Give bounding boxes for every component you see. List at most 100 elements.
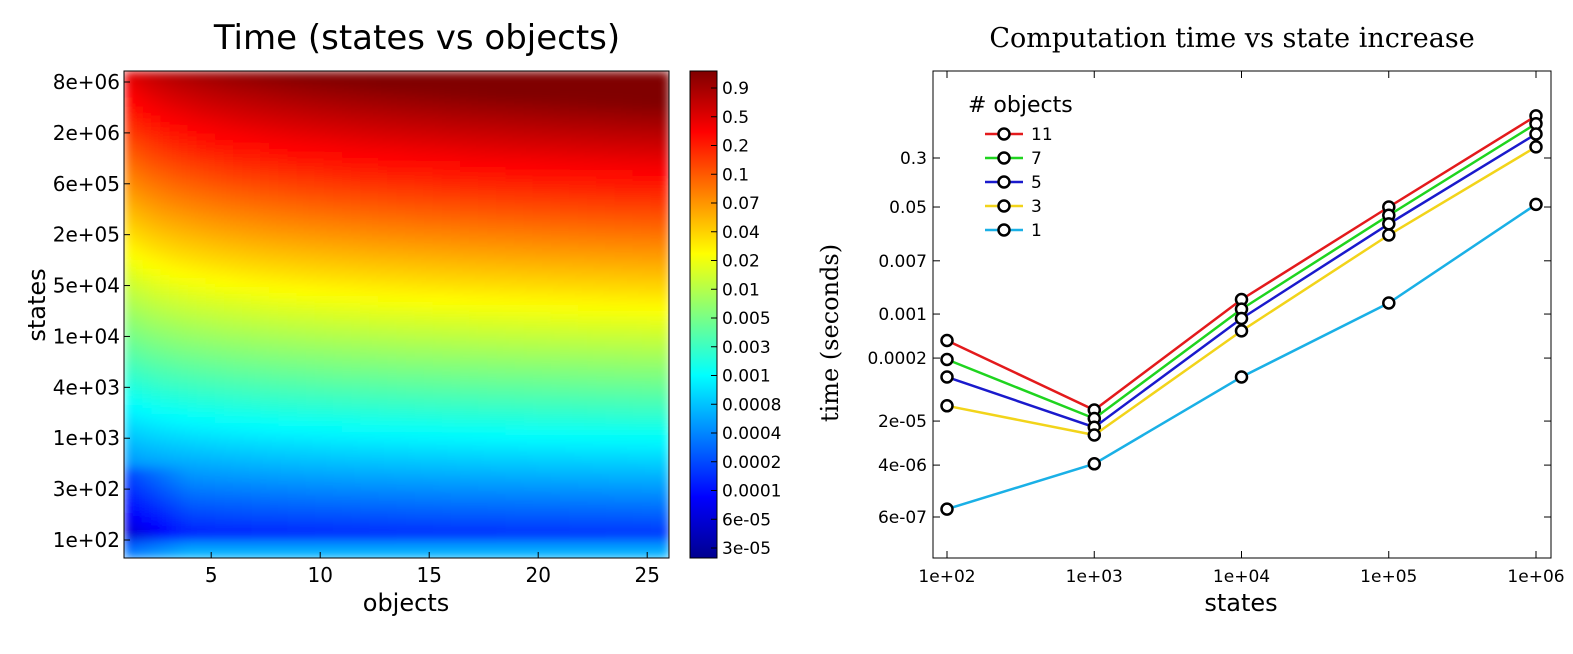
heatmap-cell [523,305,534,316]
heatmap-cell [160,503,171,514]
heatmap-cell [223,89,234,100]
heatmap-cell [441,278,452,289]
heatmap-cell [478,323,489,334]
heatmap-cell [423,143,434,154]
heatmap-cell [505,350,516,361]
heatmap-cell [605,134,616,145]
heatmap-cell [641,269,652,280]
heatmap-cell [323,80,334,91]
heatmap-cell [396,467,407,478]
heatmap-cell [314,521,325,532]
heatmap-cell [396,188,407,199]
heatmap-cell [387,521,398,532]
heatmap-cell [151,323,162,334]
heatmap-cell [387,233,398,244]
heatmap-cell [414,242,425,253]
heatmap-cell [142,413,153,424]
heatmap-cell [659,404,669,415]
heatmap-cell [478,494,489,505]
heatmap-cell [405,251,416,262]
heatmap-cell [605,377,616,388]
heatmap-cell [242,539,253,550]
heatmap-cell [260,179,271,190]
heatmap-cell [360,179,371,190]
heatmap-cell [659,224,669,235]
heatmap-cell [423,296,434,307]
heatmap-cell [214,548,225,558]
heatmap-cell [323,71,334,82]
heatmap-cell [541,287,552,298]
heatmap-cell [342,296,353,307]
heatmap-cell [287,368,298,379]
heatmap-cell [387,251,398,262]
heatmap-cell [360,305,371,316]
heatmap-cell [623,188,634,199]
heatmap-cell [133,98,144,109]
heatmap-cell [460,548,471,558]
series-point-3 [1382,228,1396,242]
heatmap-cell [550,503,561,514]
heatmap-cell [305,395,316,406]
heatmap-cell [205,98,216,109]
heatmap-cell [178,476,189,487]
heatmap-cell [451,197,462,208]
heatmap-cell [342,215,353,226]
heatmap-cell [587,539,598,550]
heatmap-cell [196,467,207,478]
heatmap-cell [142,269,153,280]
heatmap-cell [623,233,634,244]
heatmap-cell [569,260,580,271]
heatmap-cell [623,458,634,469]
heatmap-cell [532,539,543,550]
heatmap-cell [287,152,298,163]
heatmap-cell [414,305,425,316]
heatmap-cell [214,197,225,208]
heatmap-cell [587,251,598,262]
heatmap-cell [641,332,652,343]
heatmap-cell [560,485,571,496]
heatmap-cell [378,503,389,514]
heatmap-cell [187,71,198,82]
heatmap-cell [160,404,171,415]
heatmap-cell [560,296,571,307]
heatmap-cell [160,305,171,316]
heatmap-cell [514,476,525,487]
heatmap-cell [641,143,652,154]
heatmap-cell [169,80,180,91]
heatmap-cell [560,242,571,253]
heatmap-cell [360,449,371,460]
heatmap-cell [323,485,334,496]
heatmap-cell [378,386,389,397]
heatmap-cell [514,377,525,388]
heatmap-cell [596,422,607,433]
heatmap-cell [560,107,571,118]
heatmap-cell [332,530,343,541]
heatmap-cell [342,188,353,199]
heatmap-cell [641,314,652,325]
heatmap-cell [632,251,643,262]
heatmap-cell [178,224,189,235]
heatmap-cell [523,440,534,451]
heatmap-cell [124,107,135,118]
heatmap-cell [205,404,216,415]
heatmap-cell [641,98,652,109]
heatmap-cell [169,350,180,361]
heatmap-cell [514,134,525,145]
heatmap-cell [214,260,225,271]
heatmap-cell [260,539,271,550]
heatmap-cell [296,422,307,433]
heatmap-cell [124,404,135,415]
heatmap-cell [569,530,580,541]
heatmap-cell [160,323,171,334]
heatmap-cell [532,215,543,226]
heatmap-cell [596,143,607,154]
heatmap-cell [142,539,153,550]
line-chart-y-tick-label: 0.3 [900,149,927,169]
heatmap-cell [278,134,289,145]
heatmap-cell [187,395,198,406]
heatmap-cell [133,89,144,100]
heatmap-cell [569,116,580,127]
heatmap-cell [124,521,135,532]
heatmap-cell [596,242,607,253]
